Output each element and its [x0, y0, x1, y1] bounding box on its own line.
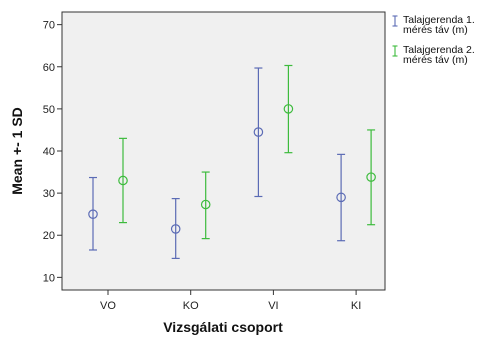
- mean-marker: [200, 199, 211, 210]
- y-axis: 10 20 30 40 50 60 70: [43, 20, 62, 284]
- x-axis-title: Vizsgálati csoport: [163, 319, 283, 335]
- x-axis: VO KO VI KI: [100, 290, 361, 312]
- x-tick-label: KO: [183, 300, 199, 312]
- series-layer: [88, 64, 376, 260]
- mean-marker: [366, 172, 376, 182]
- y-tick-label: 10: [43, 272, 55, 284]
- y-tick-label: 70: [43, 20, 55, 32]
- mean-marker: [118, 175, 128, 186]
- y-tick-label: 20: [43, 230, 55, 242]
- y-tick-label: 60: [43, 62, 55, 74]
- y-tick-label: 30: [43, 188, 55, 200]
- series-1: [88, 67, 346, 260]
- x-tick-label: KI: [351, 300, 361, 312]
- legend: Talajgerenda 1.mérés táv (m)Talajgerenda…: [392, 14, 475, 66]
- plot-area: [61, 11, 386, 291]
- mean-marker: [283, 104, 294, 114]
- legend-label: mérés táv (m): [403, 54, 468, 66]
- series-2: [118, 64, 376, 240]
- mean-marker: [336, 192, 346, 203]
- x-tick-label: VO: [100, 300, 116, 312]
- x-tick-label: VI: [268, 300, 278, 312]
- mean-marker: [253, 127, 264, 137]
- mean-marker: [170, 224, 181, 234]
- legend-label: mérés táv (m): [403, 24, 468, 36]
- mean-marker: [88, 209, 98, 219]
- y-tick-label: 40: [43, 146, 55, 158]
- legend-label: Talajgerenda 2.: [403, 44, 475, 56]
- legend-label: Talajgerenda 1.: [403, 14, 475, 26]
- y-axis-title: Mean +- 1 SD: [9, 107, 25, 195]
- y-tick-label: 50: [43, 104, 55, 116]
